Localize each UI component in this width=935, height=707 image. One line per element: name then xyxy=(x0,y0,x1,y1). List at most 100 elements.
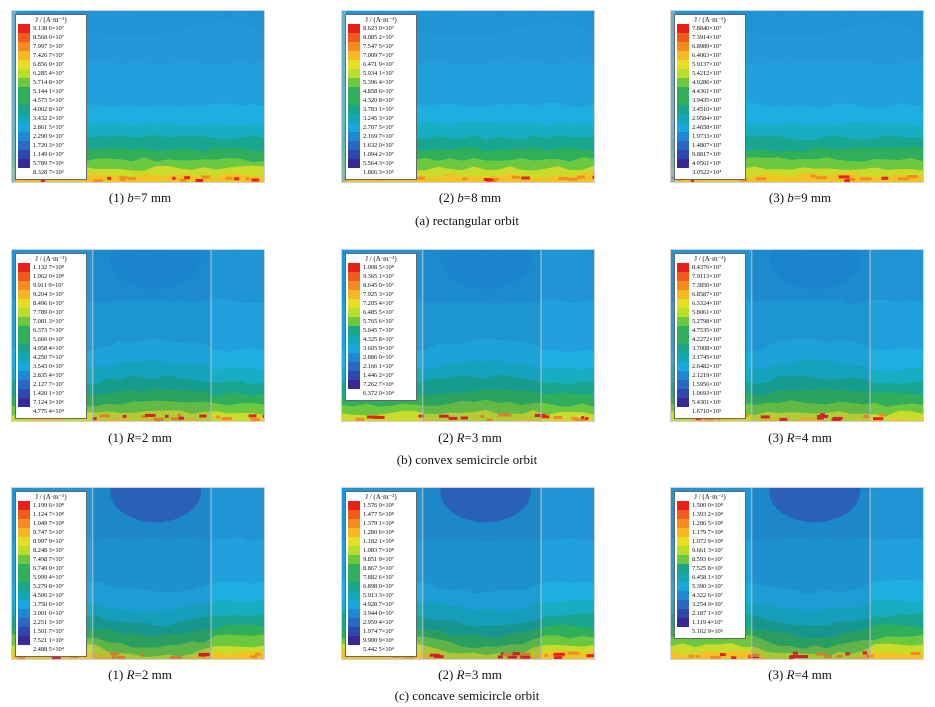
legend-entry: 3.254 9×10⁷ xyxy=(677,600,743,609)
legend-entry: 6.285 4×10⁷ xyxy=(18,69,84,78)
panel-a3: J / (A·m⁻²) 7.8840×10⁷ 7.3914×10⁷ 6.8989×10… xyxy=(670,10,924,183)
legend-entry: 7.262 7×10⁶ xyxy=(348,380,414,389)
legend-swatch xyxy=(18,537,30,546)
legend-swatch xyxy=(18,398,30,407)
legend-value: 9.365 1×10⁷ xyxy=(363,273,394,280)
legend-entry: 5.765 6×10⁷ xyxy=(348,317,414,326)
legend-title: J / (A·m⁻²) xyxy=(694,493,726,501)
legend-value: 5.390 3×10⁷ xyxy=(692,583,723,590)
legend-value: 4.928 7×10⁷ xyxy=(363,601,394,608)
color-legend: J / (A·m⁻²) 8.4376×10⁷ 7.9113×10⁷ 7.3850×10… xyxy=(674,253,746,419)
legend-value: 4.320 8×10⁷ xyxy=(363,97,394,104)
hotspot xyxy=(418,414,425,418)
legend-value: 4.9561×10⁶ xyxy=(692,160,722,167)
panel-caption: (2) R=3 mm xyxy=(438,430,502,445)
legend-value: 7.262 7×10⁶ xyxy=(363,381,394,388)
legend-entry: 3.944 0×10⁷ xyxy=(348,609,414,618)
legend-value: 9.747 5×10⁷ xyxy=(33,529,64,536)
legend-entry: 5.999 4×10⁷ xyxy=(18,573,84,582)
hotspot xyxy=(553,652,565,656)
legend-entry: 6.856 0×10⁷ xyxy=(18,60,84,69)
legend-title: J / (A·m⁻²) xyxy=(35,493,67,501)
panel-b1: J / (A·m⁻²) 1.132 7×10⁸ 1.062 0×10⁸ 9.911 9… xyxy=(11,249,265,422)
hotspot xyxy=(434,655,444,659)
legend-swatch xyxy=(348,564,360,573)
legend-entry: 6.4063×10⁷ xyxy=(677,51,743,60)
legend-swatch xyxy=(677,407,689,416)
color-legend: J / (A·m⁻²) 1.576 0×10⁸ 1.477 5×10⁸ 1.379 1… xyxy=(345,491,417,657)
legend-entry: 6.3324×10⁷ xyxy=(677,299,743,308)
legend-entry: 2.169 7×10⁷ xyxy=(348,132,414,141)
legend-swatch xyxy=(348,555,360,564)
legend-entry: 7.205 4×10⁷ xyxy=(348,299,414,308)
panel-a2: J / (A·m⁻²) 8.623 0×10⁷ 8.085 2×10⁷ 7.547 5… xyxy=(341,10,595,183)
legend-entry: 1.083 7×10⁸ xyxy=(348,546,414,555)
legend-entry: 9.204 3×10⁷ xyxy=(18,290,84,299)
low-density-core xyxy=(769,488,860,523)
hotspot xyxy=(816,416,824,420)
hotspot xyxy=(117,655,126,659)
legend-swatch xyxy=(677,150,689,159)
legend-value: 4.9286×10⁷ xyxy=(692,79,722,86)
hotspot xyxy=(486,178,493,182)
legend-value: 5.4212×10⁷ xyxy=(692,70,722,77)
legend-swatch xyxy=(348,87,360,96)
hotspot xyxy=(40,179,46,182)
legend-value: 2.959 4×10⁷ xyxy=(363,619,394,626)
hotspot xyxy=(881,176,889,180)
legend-entry: 1.179 7×10⁸ xyxy=(677,528,743,537)
legend-swatch xyxy=(348,281,360,290)
hotspot xyxy=(177,414,182,417)
hotspot xyxy=(845,652,850,656)
legend-value: 4.573 5×10⁷ xyxy=(33,97,64,104)
legend-entry: 5.279 8×10⁷ xyxy=(18,582,84,591)
legend-entry: 5.913 3×10⁷ xyxy=(348,591,414,600)
legend-value: 7.9113×10⁷ xyxy=(692,273,722,280)
legend-value: 1.477 5×10⁸ xyxy=(363,511,394,518)
legend-value: 5.8061×10⁷ xyxy=(692,309,722,316)
legend-swatch xyxy=(18,573,30,582)
legend-swatch xyxy=(18,159,30,168)
legend-entry: 8.623 0×10⁷ xyxy=(348,24,414,33)
legend-value: 2.169 7×10⁷ xyxy=(363,133,394,140)
legend-entry: 4.325 8×10⁷ xyxy=(348,335,414,344)
legend-swatch xyxy=(348,308,360,317)
legend-swatch xyxy=(348,69,360,78)
panel-c1: J / (A·m⁻²) 1.199 6×10⁸ 1.124 7×10⁸ 1.049 7… xyxy=(11,487,265,660)
hotspot xyxy=(749,654,760,657)
legend-value: 6.8587×10⁷ xyxy=(692,291,722,298)
legend-swatch xyxy=(348,78,360,87)
legend-entry: 4.250 7×10⁷ xyxy=(18,353,84,362)
legend-entry: 1.008 5×10⁸ xyxy=(348,263,414,272)
hotspot xyxy=(755,177,767,181)
legend-entry: 4.7535×10⁷ xyxy=(677,326,743,335)
legend-entry: 9.911 9×10⁷ xyxy=(18,281,84,290)
legend-swatch xyxy=(18,105,30,114)
hotspot xyxy=(836,654,843,658)
legend-value: 4.250 7×10⁷ xyxy=(33,354,64,361)
legend-entry: 3.7008×10⁷ xyxy=(677,344,743,353)
legend-value: 3.245 3×10⁷ xyxy=(363,115,394,122)
legend-entry: 3.001 0×10⁷ xyxy=(18,609,84,618)
current-density-field xyxy=(671,488,923,659)
legend-swatch xyxy=(18,114,30,123)
legend-value: 1.094 2×10⁷ xyxy=(363,151,394,158)
hotspot xyxy=(198,653,207,657)
legend-value: 9.138 6×10⁷ xyxy=(33,25,64,32)
legend-swatch xyxy=(348,510,360,519)
hotspot xyxy=(910,652,921,655)
legend-entry: 4.928 7×10⁷ xyxy=(348,600,414,609)
legend-entry: 8.328 7×10⁵ xyxy=(18,168,84,177)
legend-entry: 3.4510×10⁷ xyxy=(677,105,743,114)
legend-swatch xyxy=(18,335,30,344)
legend-swatch xyxy=(18,591,30,600)
hotspot xyxy=(460,416,468,420)
legend-entry: 5.162 9×10⁵ xyxy=(677,627,743,636)
legend-swatch xyxy=(348,600,360,609)
legend-swatch xyxy=(677,627,689,636)
legend-value: 7.789 0×10⁷ xyxy=(33,309,64,316)
legend-value: 5.9137×10⁷ xyxy=(692,61,722,68)
legend-swatch xyxy=(18,123,30,132)
hotspot xyxy=(216,415,220,419)
legend-value: 7.124 3×10⁶ xyxy=(33,399,64,406)
